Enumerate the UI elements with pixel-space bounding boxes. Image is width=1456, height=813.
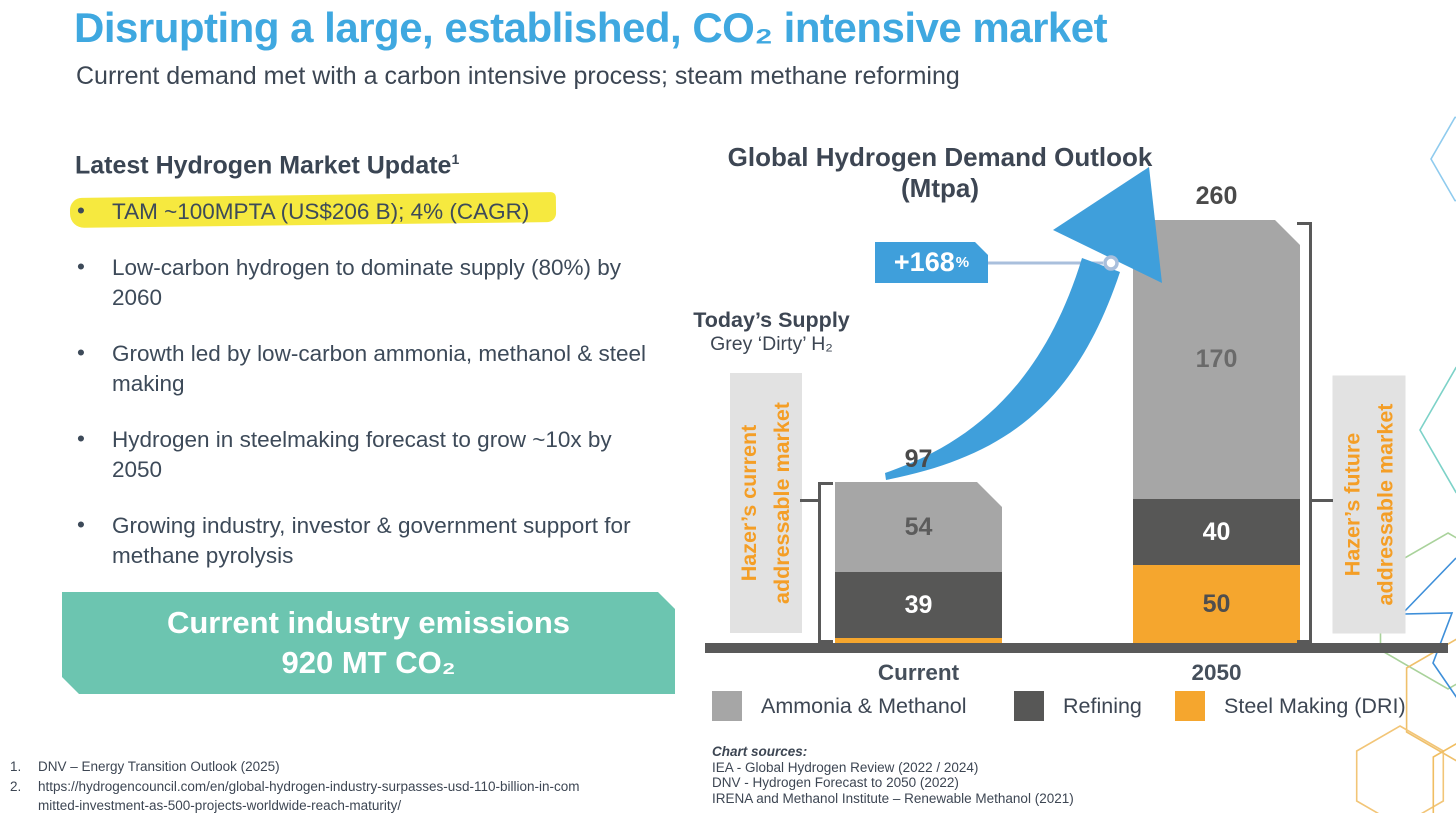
list-item: • TAM ~100MPTA (US$206 B); 4% (CAGR) [69, 192, 652, 228]
bar-2050: 170 40 50 [1133, 220, 1300, 643]
footnotes: 1. DNV – Energy Transition Outlook (2025… [10, 757, 590, 813]
current-market-line1: Hazer’s current [737, 424, 761, 582]
footnote-row: 1. DNV – Energy Transition Outlook (2025… [10, 757, 590, 777]
hazer-current-market-panel: Hazer’s current addressable market [730, 373, 802, 633]
bullet-dot: • [77, 254, 85, 279]
bullet-dot: • [77, 426, 85, 451]
future-market-line1: Hazer’s future [1340, 432, 1364, 577]
current-market-line2: addressable market [770, 402, 794, 604]
chart-sources-heading: Chart sources: [712, 744, 808, 759]
todays-supply-line2: Grey ‘Dirty’ H₂ [710, 333, 833, 355]
footnote-number: 2. [10, 778, 22, 794]
market-update-bullet-list: • TAM ~100MPTA (US$206 B); 4% (CAGR) • L… [69, 192, 652, 597]
todays-supply-label: Today’s Supply Grey ‘Dirty’ H₂ [684, 308, 859, 356]
bar-segment-ammonia-methanol: 170 [1133, 220, 1300, 499]
right-bracket [1297, 222, 1333, 643]
x-axis-label-2050: 2050 [1191, 660, 1242, 685]
page-title: Disrupting a large, established, CO₂ int… [74, 4, 1108, 51]
chart-title: Global Hydrogen Demand Outlook (Mtpa) [727, 142, 1153, 203]
list-item: • Growth led by low-carbon ammonia, meth… [75, 339, 652, 399]
bar-segment-refining: 40 [1133, 499, 1300, 565]
list-item: • Growing industry, investor & governmen… [75, 511, 652, 571]
x-axis-line [705, 643, 1448, 653]
legend-label: Steel Making (DRI) [1224, 693, 1406, 718]
segment-value: 40 [1202, 517, 1231, 546]
x-axis-label-current: Current [877, 660, 960, 685]
chart-source-line: DNV - Hydrogen Forecast to 2050 (2022) [712, 775, 959, 790]
bar-segment-ammonia-methanol: 54 [835, 482, 1002, 572]
hexagon-blue-lines-icon [1400, 557, 1456, 698]
bullet-text: Growth led by low-carbon ammonia, methan… [112, 341, 647, 396]
footnote-link[interactable]: https://hydrogencouncil.com/en/global-hy… [38, 778, 580, 813]
bar-segment-steel-making [835, 638, 1002, 643]
market-update-heading: Latest Hydrogen Market Update1 [75, 151, 459, 180]
left-bracket [800, 482, 833, 643]
growth-value: +168 [893, 247, 955, 277]
bullet-text: Growing industry, investor & government … [112, 513, 631, 568]
legend-swatch-orange-icon [1175, 691, 1205, 721]
legend-label: Ammonia & Methanol [761, 693, 967, 718]
market-update-heading-text: Latest Hydrogen Market Update [75, 151, 452, 180]
bullet-dot: • [77, 512, 85, 537]
chart-source-line: IRENA and Methanol Institute – Renewable… [712, 790, 1074, 806]
footnote-row: 2. https://hydrogencouncil.com/en/global… [10, 777, 590, 813]
bullet-text: Hydrogen in steelmaking forecast to grow… [112, 427, 612, 482]
footnote-ref-superscript: 1 [451, 151, 460, 167]
hexagon-lightblue-icon [1430, 116, 1456, 202]
todays-supply-line1: Today’s Supply [693, 308, 850, 332]
bullet-dot: • [77, 340, 85, 365]
bar-segment-steel-making: 50 [1133, 565, 1300, 643]
emissions-callout-box: Current industry emissions 920 MT CO₂ [62, 592, 675, 694]
growth-percent-sign: % [955, 254, 970, 271]
bullet-text: Low-carbon hydrogen to dominate supply (… [112, 255, 622, 310]
hexagon-amber-icon [1405, 638, 1456, 762]
legend-swatch-dark-icon [1014, 691, 1044, 721]
hazer-future-market-panel: Hazer’s future addressable market [1332, 375, 1406, 634]
emissions-line2: 920 MT CO₂ [281, 645, 456, 680]
segment-value: 170 [1195, 345, 1238, 373]
bar-segment-refining: 39 [835, 572, 1002, 638]
segment-value: 50 [1202, 589, 1231, 618]
legend-item-steel-making: Steel Making (DRI) [1175, 691, 1406, 721]
bullet-text: TAM ~100MPTA (US$206 B); 4% (CAGR) [112, 199, 530, 224]
bar-total-2050: 260 [1195, 182, 1238, 210]
legend-label: Refining [1063, 693, 1142, 718]
emissions-line1: Current industry emissions [166, 605, 571, 640]
bar-total-current: 97 [904, 445, 933, 473]
legend-swatch-grey-icon [712, 691, 742, 721]
future-market-line2: addressable market [1373, 403, 1397, 606]
callout-connector-dot [1103, 255, 1119, 271]
footnote-number: 1. [10, 759, 22, 774]
bullet-dot: • [77, 198, 85, 223]
footnote-text: DNV – Energy Transition Outlook (2025) [38, 759, 280, 774]
legend-item-refining: Refining [1014, 691, 1142, 721]
hexagon-amber2-icon [1355, 725, 1445, 813]
list-item: • Hydrogen in steelmaking forecast to gr… [75, 425, 652, 485]
legend-item-ammonia-methanol: Ammonia & Methanol [712, 691, 967, 721]
segment-value: 39 [904, 590, 933, 619]
hexagon-amber3-icon [1432, 742, 1456, 813]
segment-value: 54 [904, 512, 933, 541]
list-item: • Low-carbon hydrogen to dominate supply… [75, 253, 652, 313]
chart-source-line: IEA - Global Hydrogen Review (2022 / 202… [712, 759, 979, 775]
growth-callout-badge: +168% [875, 242, 988, 283]
chart-sources: Chart sources: IEA - Global Hydrogen Rev… [712, 744, 1074, 806]
page-subtitle: Current demand met with a carbon intensi… [76, 62, 960, 90]
hexagon-teal-icon [1419, 366, 1456, 494]
bar-current: 54 39 [835, 482, 1002, 643]
